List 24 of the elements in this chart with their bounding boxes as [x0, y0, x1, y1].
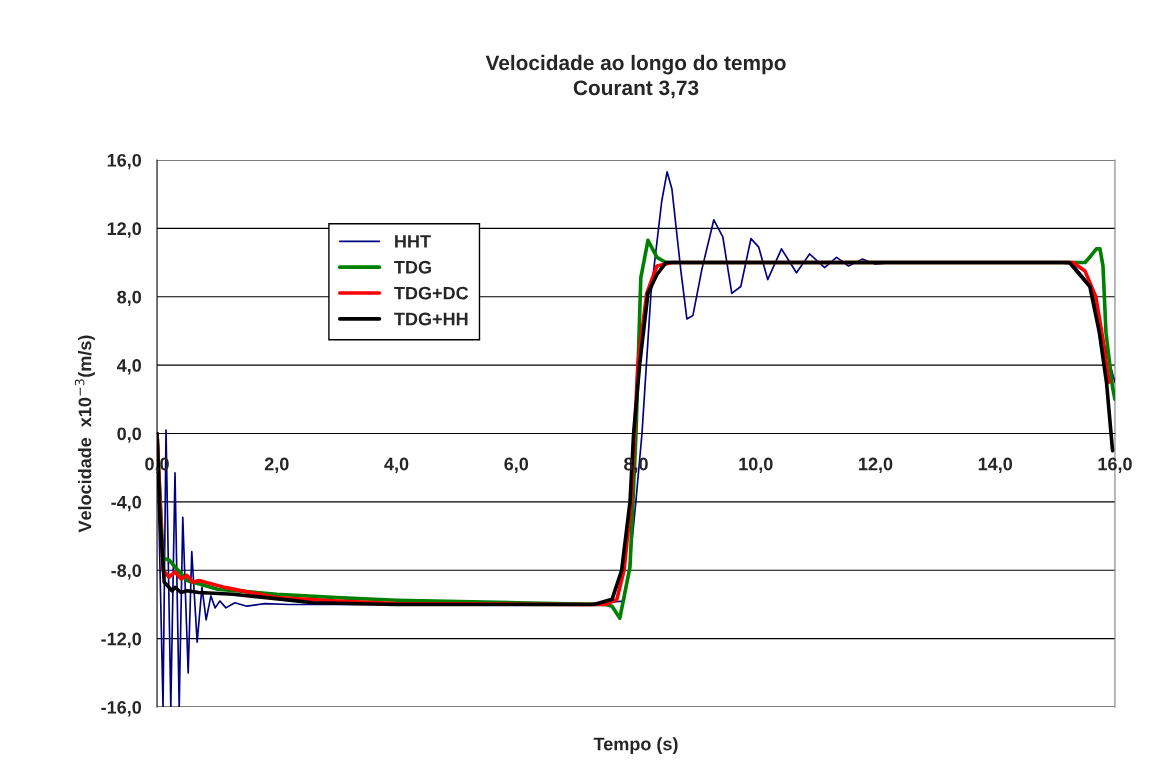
x-axis-title: Tempo (s) — [593, 737, 678, 754]
y-tick-label: 12,0 — [107, 222, 142, 238]
y-tick-label: 8,0 — [117, 290, 142, 307]
x-tick-label: 10,0 — [739, 457, 773, 473]
y-tick-label: -4,0 — [111, 495, 142, 512]
chart-title: Velocidade ao longo do tempo — [485, 54, 786, 75]
x-tick-label: 12,0 — [859, 457, 893, 473]
chart-subtitle: Courant 3,73 — [573, 80, 699, 99]
y-tick-label: -16,0 — [101, 700, 142, 717]
y-tick-label: 16,0 — [107, 153, 142, 170]
x-tick-label: 2,0 — [264, 457, 289, 473]
legend-label: TDG+DC — [394, 286, 469, 300]
y-tick-label: 4,0 — [116, 359, 142, 375]
y-tick-label: -8,0 — [111, 564, 142, 580]
y-axis-title: Velocidade x10$^{−3}$(m/s) — [74, 335, 95, 533]
legend-label: HHT — [395, 235, 431, 248]
legend-label: TDG — [394, 260, 431, 274]
y-tick-label: -12,0 — [101, 632, 142, 648]
x-tick-label: 4,0 — [384, 457, 409, 473]
legend-label: TDG+HH — [394, 312, 468, 326]
y-tick-label: 0,0 — [117, 427, 142, 443]
x-tick-label: 16,0 — [1098, 457, 1132, 473]
x-tick-label: 14,0 — [978, 457, 1013, 473]
x-tick-label: 6,0 — [504, 457, 529, 473]
